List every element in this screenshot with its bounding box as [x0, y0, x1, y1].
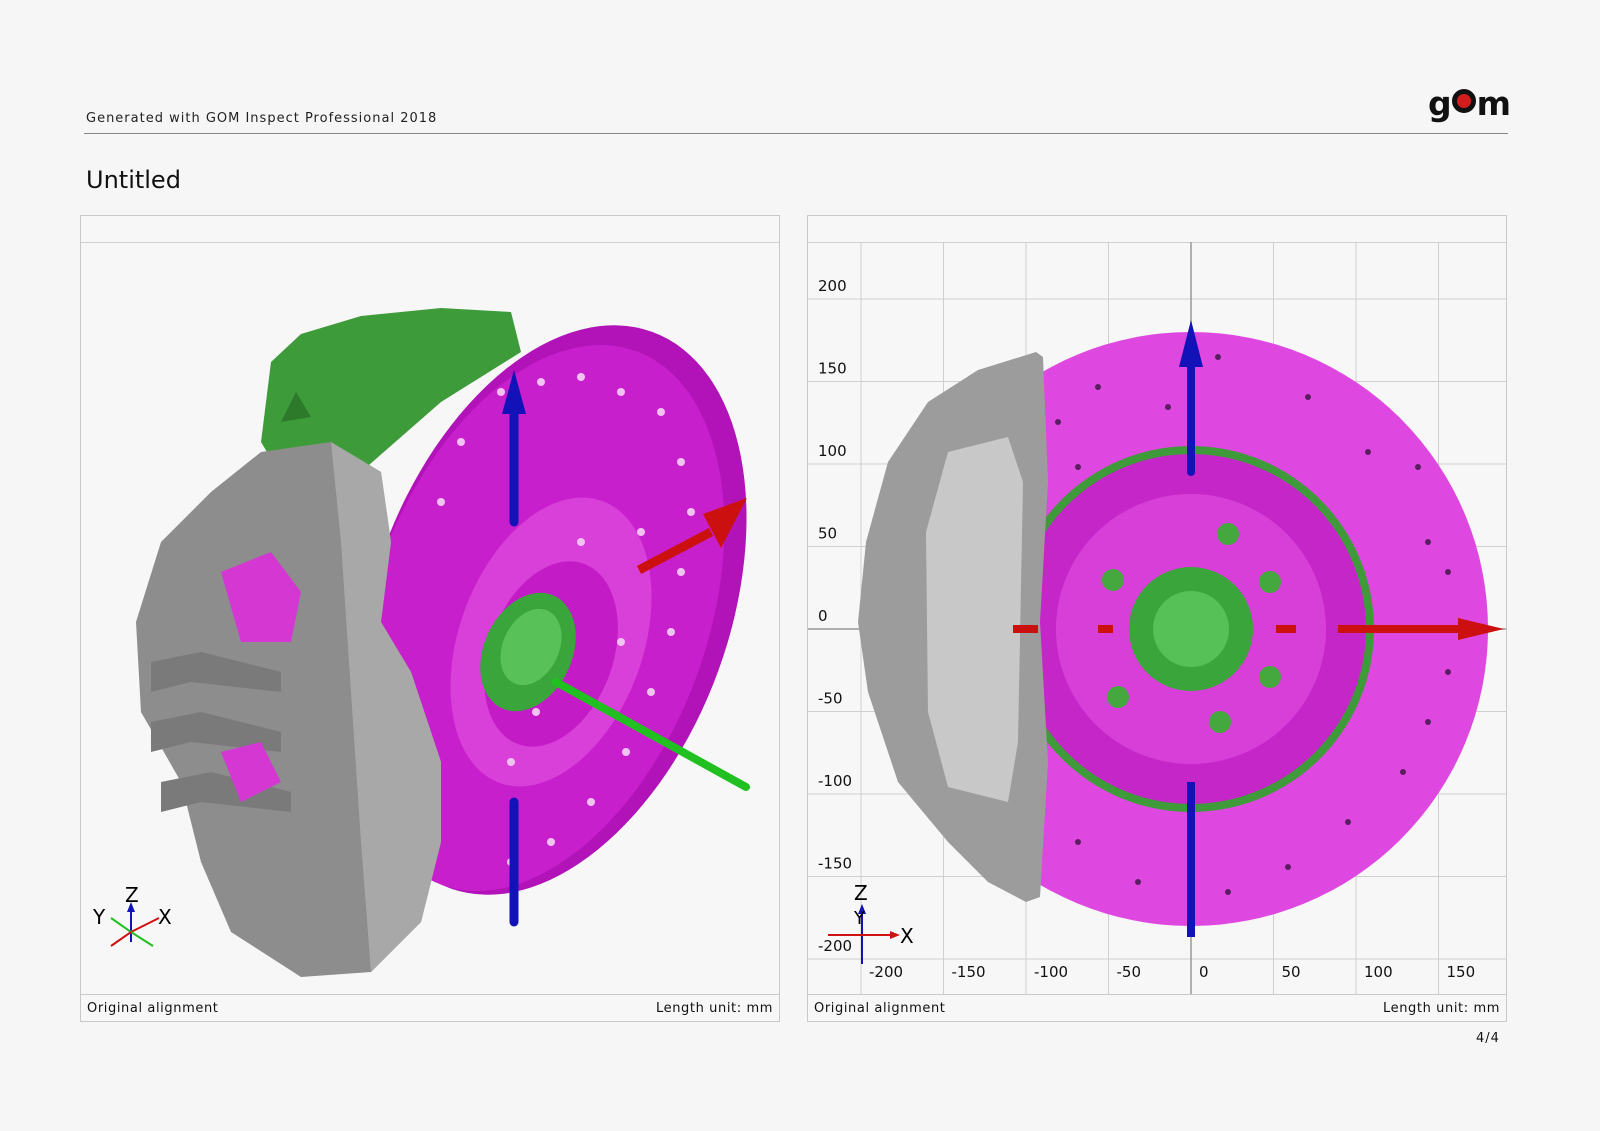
page-title: Untitled: [86, 166, 181, 194]
x-tick-label: 150: [1447, 963, 1476, 981]
axis-triad: Z Y X: [828, 881, 914, 964]
disc-drill-holes: [1055, 354, 1451, 895]
triad-z-label: Z: [125, 883, 139, 907]
header-divider: [84, 133, 1508, 134]
panel-title-bar: [808, 216, 1506, 243]
logo-red-dot-icon: [1451, 89, 1476, 113]
hub-cap-inner: [1153, 591, 1229, 667]
y-tick-label: -200: [818, 937, 852, 955]
hub-bolt-holes: [1102, 523, 1281, 733]
triad-x-label: X: [900, 924, 914, 948]
y-tick-label: -150: [818, 855, 852, 873]
panel-footer: Original alignment Length unit: mm: [81, 994, 779, 1021]
axis-triad: Z Y X: [92, 883, 172, 947]
x-axis-arrowhead: [1458, 618, 1504, 640]
panel-title-bar: [81, 216, 779, 243]
z-axis-arrowhead: [1179, 320, 1203, 367]
isometric-3d-view[interactable]: Z Y X: [81, 242, 779, 995]
y-tick-label: 0: [818, 607, 828, 625]
x-axis-arrowhead: [703, 498, 747, 548]
tick-labels: 200 150 100 50 0 -50 -100 -150 -200 -200 -150 -100 -…: [818, 277, 1475, 981]
y-tick-label: -100: [818, 772, 852, 790]
generated-with-text: Generated with GOM Inspect Professional …: [86, 111, 438, 126]
length-unit-label: Length unit: mm: [656, 1001, 773, 1016]
caliper-fin: [151, 652, 281, 692]
y-tick-label: 100: [818, 442, 847, 460]
length-unit-label: Length unit: mm: [1383, 1001, 1500, 1016]
y-tick-label: 50: [818, 525, 837, 543]
panel-footer: Original alignment Length unit: mm: [808, 994, 1506, 1021]
x-tick-label: -200: [869, 963, 903, 981]
triad-x-label: X: [158, 905, 172, 929]
isometric-view-panel[interactable]: Z Y X Original alignment Length unit: mm: [80, 215, 780, 1022]
y-tick-label: 150: [818, 360, 847, 378]
x-tick-label: -50: [1117, 963, 1142, 981]
x-tick-label: -150: [952, 963, 986, 981]
y-axis: [552, 678, 750, 791]
y-tick-label: 200: [818, 277, 847, 295]
caliper-window: [221, 742, 281, 802]
x-tick-label: 0: [1199, 963, 1209, 981]
triad-y-label: Y: [853, 908, 866, 929]
front-view-panel[interactable]: 200 150 100 50 0 -50 -100 -150 -200 -200 -150 -100 -…: [807, 215, 1507, 1022]
y-tick-label: -50: [818, 690, 843, 708]
hub-cap-highlight: [500, 608, 562, 686]
x-axis: [636, 528, 714, 574]
triad-z-label: Z: [854, 881, 868, 905]
caliper-fin: [151, 712, 281, 752]
disc-drill-holes: [437, 373, 695, 866]
alignment-label: Original alignment: [814, 1001, 946, 1016]
caliper-front-face: [331, 442, 441, 972]
x-tick-label: 50: [1282, 963, 1301, 981]
bracket-shade: [281, 392, 311, 422]
x-tick-label: 100: [1364, 963, 1393, 981]
caliper-body-face: [926, 437, 1023, 802]
front-2d-view[interactable]: 200 150 100 50 0 -50 -100 -150 -200 -200 -150 -100 -…: [808, 242, 1506, 995]
caliper-window: [221, 552, 301, 642]
z-axis-arrowhead: [502, 370, 526, 414]
x-tick-label: -100: [1034, 963, 1068, 981]
page-number: 4/4: [1476, 1031, 1500, 1046]
alignment-label: Original alignment: [87, 1001, 219, 1016]
caliper-fin: [161, 772, 291, 812]
triad-y-label: Y: [92, 905, 106, 929]
